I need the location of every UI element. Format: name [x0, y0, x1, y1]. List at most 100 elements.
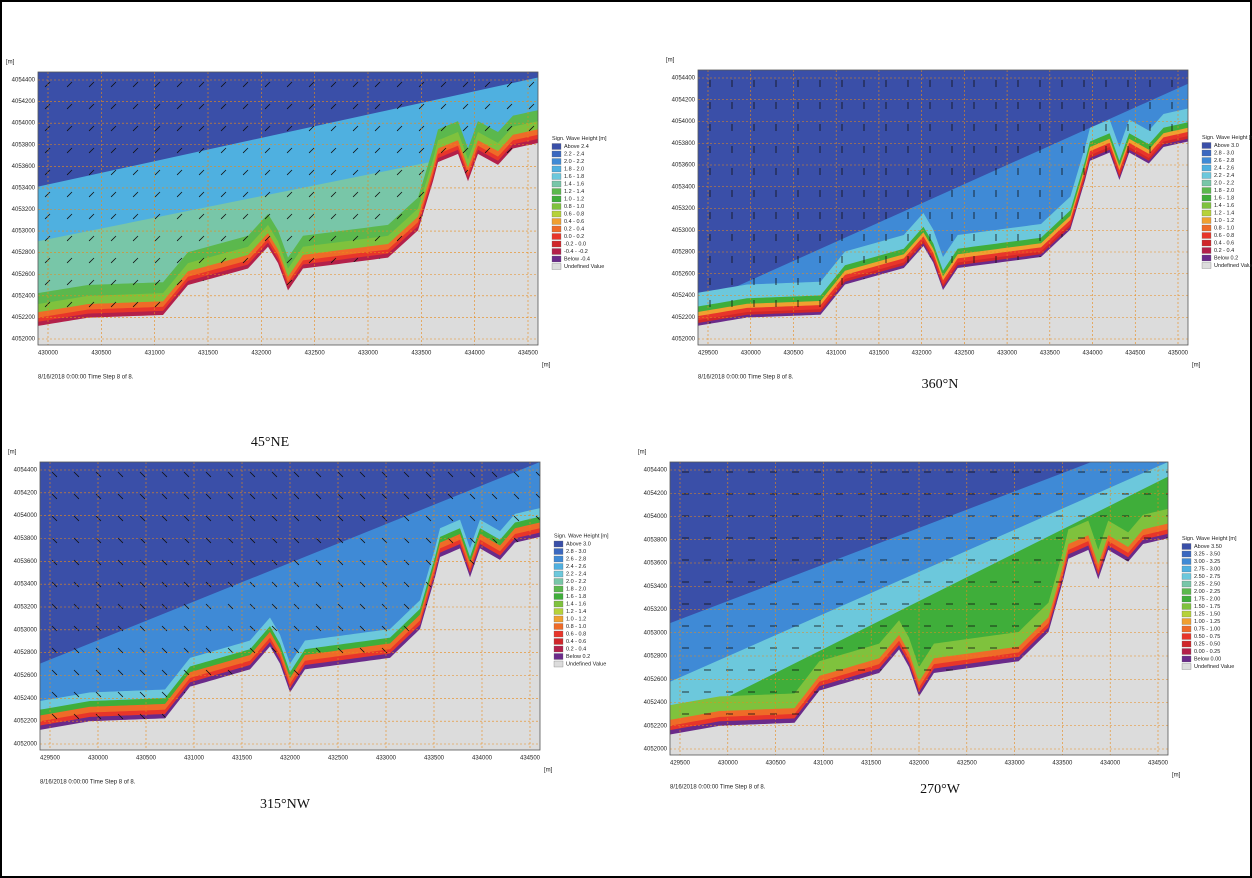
x-tick-label: 430500 — [766, 761, 787, 767]
legend-swatch — [552, 166, 561, 172]
legend-label: 0.8 - 1.0 — [1214, 225, 1234, 231]
legend-label: 0.2 - 0.4 — [1214, 248, 1234, 254]
legend-label: 2.4 - 2.6 — [1214, 165, 1234, 171]
y-tick-label: 4054000 — [12, 121, 36, 127]
x-tick-label: 432000 — [251, 351, 272, 357]
legend-swatch — [1182, 559, 1191, 565]
legend-label: 0.50 - 0.75 — [1194, 634, 1220, 640]
legend-swatch — [552, 264, 561, 270]
x-tick-label: 432000 — [280, 756, 301, 762]
legend-swatch — [552, 159, 561, 165]
legend-swatch — [552, 241, 561, 247]
figure: 4054400405420040540004053800405360040534… — [0, 0, 1252, 878]
legend-label: -0.4 - -0.2 — [564, 249, 588, 255]
legend-swatch — [554, 631, 563, 637]
legend-swatch — [552, 211, 561, 217]
x-tick-label: 430500 — [136, 756, 157, 762]
y-tick-label: 4053200 — [644, 607, 668, 613]
y-tick-label: 4052400 — [644, 700, 668, 706]
legend-label: Above 2.4 — [564, 144, 589, 150]
y-tick-label: 4053000 — [14, 627, 38, 633]
legend-label: 0.00 - 0.25 — [1194, 649, 1220, 655]
legend-label: Above 3.0 — [566, 541, 591, 547]
x-tick-label: 430000 — [741, 351, 762, 357]
legend-swatch — [1182, 604, 1191, 610]
y-unit: [m] — [638, 450, 647, 456]
x-tick-label: 433000 — [376, 756, 397, 762]
legend-swatch — [1202, 195, 1211, 201]
y-tick-label: 4052600 — [12, 272, 36, 278]
timestamp: 8/16/2018 0:00:00 Time Step 8 of 8. — [670, 785, 766, 791]
map-area — [698, 70, 1188, 351]
x-tick-label: 429500 — [670, 761, 691, 767]
legend-swatch — [1202, 263, 1211, 269]
x-tick-label: 432000 — [912, 351, 933, 357]
legend-label: Undefined Value — [564, 264, 604, 270]
y-tick-label: 4054400 — [14, 468, 38, 474]
legend-title: Sign. Wave Height [m] — [554, 533, 609, 539]
y-tick-label: 4052200 — [672, 315, 696, 321]
x-tick-label: 434500 — [1148, 761, 1169, 767]
x-tick-label: 434000 — [1083, 351, 1104, 357]
y-tick-label: 4053400 — [644, 584, 668, 590]
legend-swatch — [1182, 664, 1191, 670]
legend-swatch — [554, 624, 563, 630]
legend-label: 2.4 - 2.6 — [566, 564, 586, 570]
y-tick-label: 4053800 — [672, 141, 696, 147]
x-tick-label: 431500 — [861, 761, 882, 767]
y-unit: [m] — [8, 450, 17, 456]
legend-label: 0.25 - 0.50 — [1194, 641, 1220, 647]
legend-label: 0.4 - 0.6 — [1214, 240, 1234, 246]
legend-label: 1.50 - 1.75 — [1194, 604, 1220, 610]
y-tick-label: 4052200 — [644, 723, 668, 729]
x-tick-label: 431000 — [826, 351, 847, 357]
legend-swatch — [1202, 165, 1211, 171]
x-unit: [m] — [542, 363, 551, 369]
y-tick-label: 4053400 — [14, 582, 38, 588]
x-unit: [m] — [544, 768, 553, 774]
x-tick-label: 430000 — [38, 351, 59, 357]
y-tick-label: 4052800 — [644, 654, 668, 660]
legend-swatch — [1202, 233, 1211, 239]
legend-label: 1.4 - 1.6 — [1214, 203, 1234, 209]
legend-label: 2.2 - 2.4 — [566, 571, 586, 577]
caption: 45°NE — [251, 435, 289, 450]
legend-label: 1.00 - 1.25 — [1194, 619, 1220, 625]
y-tick-label: 4054400 — [12, 78, 36, 84]
y-tick-label: 4052000 — [644, 747, 668, 753]
legend-label: 1.6 - 1.8 — [1214, 195, 1234, 201]
legend-swatch — [552, 189, 561, 195]
legend-label: 0.2 - 0.4 — [566, 646, 586, 652]
y-tick-label: 4054000 — [644, 514, 668, 520]
legend-label: 0.6 - 0.8 — [566, 631, 586, 637]
y-tick-label: 4054200 — [644, 491, 668, 497]
legend-swatch — [554, 609, 563, 615]
y-tick-label: 4053800 — [12, 142, 36, 148]
legend-title: Sign. Wave Height [m] — [1182, 536, 1237, 542]
legend-label: 2.8 - 3.0 — [566, 549, 586, 555]
map-panel: 4054400405420040540004053800405360040534… — [638, 433, 1237, 798]
legend-label: 1.75 - 2.00 — [1194, 596, 1220, 602]
x-unit: [m] — [1192, 363, 1201, 369]
legend-label: Above 3.50 — [1194, 544, 1222, 550]
legend-swatch — [1202, 188, 1211, 194]
legend-label: 2.6 - 2.8 — [1214, 158, 1234, 164]
x-tick-label: 433500 — [1040, 351, 1061, 357]
y-tick-label: 4052400 — [12, 293, 36, 299]
x-tick-label: 434500 — [1125, 351, 1146, 357]
caption: 270°W — [920, 782, 961, 797]
legend-swatch — [552, 219, 561, 225]
legend-label: 3.00 - 3.25 — [1194, 559, 1220, 565]
y-tick-label: 4053800 — [14, 536, 38, 542]
y-tick-label: 4053200 — [12, 207, 36, 213]
legend-swatch — [1202, 240, 1211, 246]
y-tick-label: 4053400 — [12, 185, 36, 191]
legend-swatch — [1202, 255, 1211, 261]
legend-label: 1.4 - 1.6 — [566, 601, 586, 607]
x-tick-label: 434500 — [520, 756, 541, 762]
legend-label: 0.8 - 1.0 — [566, 624, 586, 630]
legend-swatch — [1182, 581, 1191, 587]
y-tick-label: 4054400 — [672, 76, 696, 82]
timestamp: 8/16/2018 0:00:00 Time Step 8 of 8. — [38, 375, 134, 381]
legend-label: 0.2 - 0.4 — [564, 226, 584, 232]
